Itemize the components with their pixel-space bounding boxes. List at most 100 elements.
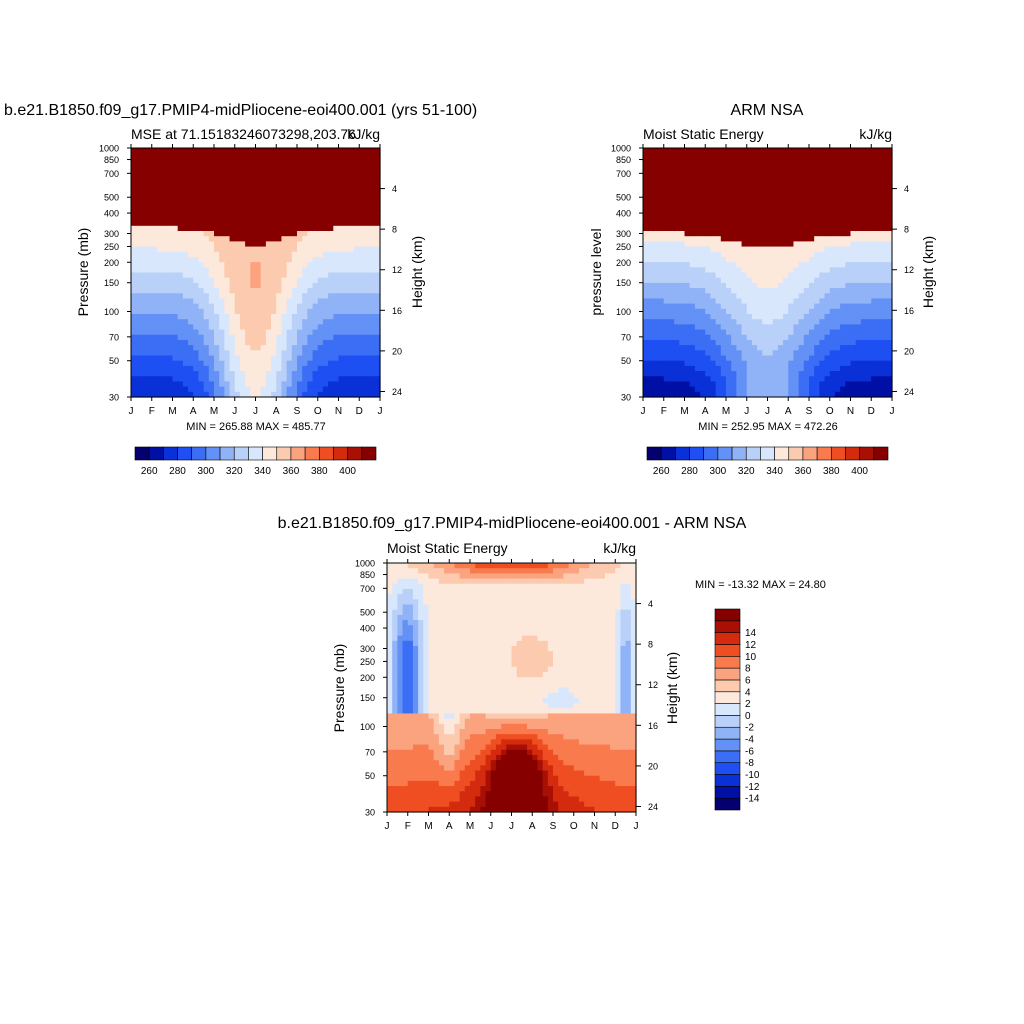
panel-model-cell (328, 298, 334, 305)
panel-obs-cell (746, 391, 753, 398)
panel-obs-cell (809, 184, 815, 191)
panel-obs-cell (824, 324, 831, 331)
panel-model-cell (297, 158, 303, 165)
panel-obs-cell (798, 163, 805, 170)
panel-obs-cell (684, 153, 691, 159)
panel-obs-cell (803, 371, 810, 377)
panel-model-cell (188, 262, 194, 268)
panel-obs-cell (845, 360, 852, 367)
panel-obs-cell (710, 256, 717, 263)
panel-model-cell (239, 345, 246, 351)
panel-obs-cell (720, 256, 727, 263)
panel-obs-cell (809, 168, 815, 175)
panel-model-cell (151, 360, 158, 367)
panel-obs-cell (824, 225, 831, 232)
panel-model-cell (265, 303, 272, 310)
panel-model-cell (198, 210, 205, 217)
panel-model-cell (198, 355, 205, 362)
panel-obs-cell (783, 236, 789, 242)
panel-model-cell (146, 220, 153, 227)
panel-model-cell (151, 236, 158, 242)
panel-obs-cell (881, 288, 888, 294)
panel-model-cell (151, 376, 158, 383)
panel-diff-cell (397, 578, 404, 585)
panel-model-xtick-label: J (253, 406, 258, 417)
panel-obs-cell (731, 314, 737, 320)
panel-model-cell (136, 371, 142, 377)
panel-model-cell (328, 246, 334, 253)
panel-obs-cell (731, 381, 737, 388)
panel-model-cell (229, 365, 236, 372)
panel-diff-cell (387, 614, 393, 621)
panel-obs-cell (653, 158, 660, 165)
panel-obs-cell (741, 215, 748, 222)
panel-model-cell (348, 376, 355, 383)
panel-obs-cell (886, 251, 893, 258)
panel-obs-cell (694, 360, 701, 367)
panel-obs-cell (679, 365, 686, 372)
panel-model-cell (286, 376, 293, 383)
panel-obs-cell (814, 308, 820, 315)
panel-obs-cell (850, 256, 857, 263)
panel-obs-cell (834, 262, 841, 268)
panel-model-cell (333, 339, 340, 346)
panel-model-cell (177, 355, 184, 362)
panel-model-cell (369, 246, 376, 253)
panel-model-cell (271, 184, 277, 191)
panel-obs-cell (850, 158, 857, 165)
panel-obs-cell (850, 314, 857, 320)
panel-obs-cell (689, 267, 696, 274)
panel-model-cell (348, 184, 355, 191)
panel-model-cell (182, 386, 189, 393)
panel-obs-cell (829, 391, 836, 398)
panel-model-cell (369, 148, 376, 154)
panel-obs-cell (772, 288, 779, 294)
panel-model-cell (245, 215, 251, 222)
panel-model-cell (141, 148, 148, 154)
panel-diff-cell (387, 604, 393, 611)
panel-obs-cell (803, 324, 810, 331)
panel-obs-cell (694, 303, 701, 310)
panel-model-cell (177, 314, 184, 320)
panel-model-cell (239, 277, 246, 284)
panel-obs-cell (751, 365, 758, 372)
panel-model-cell (234, 319, 241, 325)
panel-obs-cell (689, 194, 696, 201)
panel-model-cell (177, 205, 184, 211)
panel-obs-cell (643, 329, 649, 336)
panel-diff-cell (397, 661, 404, 668)
panel-obs-cell (824, 199, 831, 206)
panel-model-cell (234, 220, 241, 227)
panel-obs-cell (741, 282, 748, 289)
panel-model-cell (214, 272, 220, 279)
panel-obs-cell (793, 339, 800, 346)
panel-obs-cell (715, 350, 722, 357)
panel-model-cell (343, 153, 350, 159)
panel-model-cell (302, 282, 308, 289)
panel-obs-cell (757, 215, 763, 222)
panel-obs-cell (886, 381, 893, 388)
panel-model-cell (369, 163, 376, 170)
panel-obs-cell (829, 345, 836, 351)
panel-model-cell (297, 339, 303, 346)
panel-obs-cell (834, 158, 841, 165)
panel-obs-cell (783, 329, 789, 336)
panel-obs-cell (871, 339, 878, 346)
panel-model-cell (167, 303, 174, 310)
panel-obs-cell (850, 241, 857, 248)
panel-obs-cell (658, 339, 665, 346)
panel-model-cell (151, 199, 158, 206)
panel-obs-cell (715, 246, 722, 253)
panel-model-cell (167, 293, 174, 300)
panel-obs-colorbar-label: 280 (681, 466, 698, 477)
panel-model-cell (374, 293, 381, 300)
panel-model-cell (291, 168, 298, 175)
panel-model-cell (219, 371, 225, 377)
panel-model-cell (219, 241, 225, 248)
panel-obs-cell (720, 194, 727, 201)
panel-obs-cell (731, 210, 737, 217)
panel-obs-cell (679, 267, 686, 274)
panel-model-cell (229, 324, 236, 331)
panel-model-cell (131, 189, 137, 196)
panel-model-cell (198, 225, 205, 232)
